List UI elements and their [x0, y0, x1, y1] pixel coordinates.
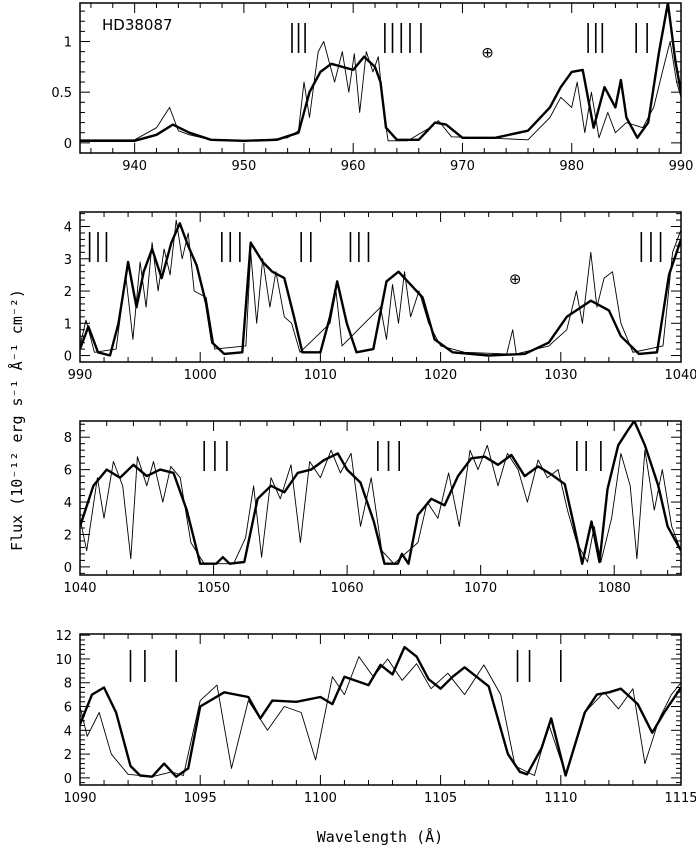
y-tick-label: 4: [64, 221, 72, 236]
x-tick-label: 1000: [184, 368, 217, 383]
y-tick-label: 0: [64, 137, 72, 152]
x-tick-label: 1040: [63, 581, 96, 596]
panel-frame: [79, 420, 682, 576]
panel-2: 990 1000 1010 1020 1030 1040 0 1 2 3 4 ⊕: [64, 211, 696, 383]
panel-frame: [79, 633, 682, 786]
x-tick-label: 1060: [331, 581, 364, 596]
y-tick-label: 2: [64, 748, 72, 763]
y-tick-label: 2: [64, 528, 72, 543]
y-tick-label: 10: [55, 653, 72, 668]
x-tick-label: 1110: [544, 791, 577, 806]
y-tick-label: 8: [64, 431, 72, 446]
observed-spectrum-line: [80, 656, 681, 778]
y-tick-label: 6: [64, 464, 72, 479]
y-tick-label: 0.5: [51, 86, 72, 101]
y-tick-label: 1: [64, 317, 72, 332]
star-label: HD38087: [102, 16, 173, 34]
y-tick-label: 0: [64, 561, 72, 576]
x-tick-label: 1010: [304, 368, 337, 383]
x-tick-label: 1020: [424, 368, 457, 383]
x-tick-label: 1090: [63, 791, 96, 806]
y-tick-label: 1: [64, 36, 72, 51]
y-tick-label: 4: [64, 496, 72, 511]
x-axis-title: Wavelength (Å): [317, 827, 443, 846]
panel-3: 1040 1050 1060 1070 1080 0 2 4 6 8: [63, 420, 682, 596]
x-tick-label: 940: [122, 159, 147, 174]
x-tick-label: 970: [450, 159, 475, 174]
panel-frame: [79, 211, 682, 363]
x-tick-label: 1070: [464, 581, 497, 596]
x-tick-label: 950: [231, 159, 256, 174]
x-tick-label: 1050: [197, 581, 230, 596]
x-tick-label: 1100: [304, 791, 337, 806]
x-tick-label: 990: [669, 159, 694, 174]
x-tick-label: 960: [341, 159, 366, 174]
model-spectrum-line: [80, 645, 681, 778]
observed-spectrum-line: [80, 219, 681, 355]
x-tick-label: 1095: [184, 791, 217, 806]
x-tick-label: 990: [68, 368, 93, 383]
x-tick-label: 1115: [664, 791, 696, 806]
x-tick-label: 1030: [544, 368, 577, 383]
earth-airglow-icon: ⊕: [481, 44, 494, 62]
x-tick-label: 1080: [598, 581, 631, 596]
panel-frame: [79, 2, 682, 154]
y-tick-label: 12: [55, 629, 72, 644]
y-tick-label: 4: [64, 724, 72, 739]
panel-1: 940 950 960 970 980 990 0 0.5 1 ⊕: [51, 2, 694, 174]
earth-airglow-icon: ⊕: [509, 270, 522, 288]
y-tick-label: 0: [64, 772, 72, 787]
observed-spectrum-line: [80, 41, 681, 142]
y-axis-title: Flux (10⁻¹² erg s⁻¹ Å⁻¹ cm⁻²): [7, 289, 26, 551]
observed-spectrum-line: [80, 444, 681, 565]
y-tick-label: 8: [64, 677, 72, 692]
model-spectrum-line: [80, 222, 681, 357]
y-tick-label: 2: [64, 285, 72, 300]
x-tick-label: 1040: [664, 368, 696, 383]
y-tick-label: 3: [64, 253, 72, 268]
x-tick-label: 980: [559, 159, 584, 174]
x-tick-label: 1105: [424, 791, 457, 806]
y-tick-label: 6: [64, 701, 72, 716]
y-tick-label: 0: [64, 350, 72, 365]
panel-4: 1090 1095 1100 1105 1110 1115 0 2 4 6 8 10 12: [55, 629, 696, 806]
